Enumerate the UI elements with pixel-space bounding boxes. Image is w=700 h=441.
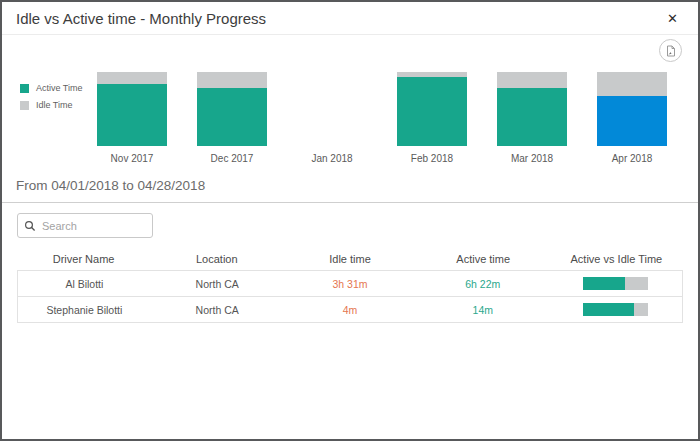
- page-title: Idle vs Active time - Monthly Progress: [16, 10, 266, 27]
- table-row[interactable]: Stephanie Bilotti North CA 4m 14m: [17, 296, 683, 323]
- search-box[interactable]: [17, 213, 153, 238]
- column-header-location: Location: [150, 253, 283, 265]
- chart-column-mar-2018[interactable]: Mar 2018: [482, 72, 582, 164]
- idle-time-cell: 4m: [284, 304, 417, 316]
- search-input[interactable]: [42, 220, 146, 232]
- active-progress-fill: [583, 303, 634, 316]
- legend-item-active: Active Time: [20, 83, 83, 93]
- active-vs-idle-progress-bar: [583, 303, 648, 316]
- idle-vs-active-modal: Idle vs Active time - Monthly Progress ✕…: [0, 0, 700, 441]
- legend-label: Idle Time: [36, 100, 73, 110]
- search-icon: [24, 220, 36, 232]
- date-range-label: From 04/01/2018 to 04/28/2018: [2, 169, 698, 203]
- axis-tick-label: Jan 2018: [282, 153, 382, 164]
- modal-header: Idle vs Active time - Monthly Progress ✕: [2, 2, 698, 35]
- axis-tick-label: Apr 2018: [582, 153, 682, 164]
- column-header-active-vs-idle: Active vs Idle Time: [550, 253, 683, 265]
- active-time-cell: 6h 22m: [416, 278, 549, 290]
- table-row[interactable]: Al Bilotti North CA 3h 31m 6h 22m: [17, 270, 683, 297]
- stacked-bar: [397, 72, 467, 146]
- column-header-active-time: Active time: [417, 253, 550, 265]
- active-segment: [397, 77, 467, 146]
- driver-name-cell: Stephanie Bilotti: [18, 304, 151, 316]
- stacked-bar-empty: [297, 72, 367, 146]
- chart-column-nov-2017[interactable]: Nov 2017: [82, 72, 182, 164]
- legend-label: Active Time: [36, 83, 83, 93]
- active-segment: [197, 88, 267, 146]
- location-cell: North CA: [151, 304, 284, 316]
- column-header-driver-name: Driver Name: [17, 253, 150, 265]
- axis-tick-label: Feb 2018: [382, 153, 482, 164]
- active-vs-idle-cell: [549, 303, 682, 316]
- axis-tick-label: Nov 2017: [82, 153, 182, 164]
- drivers-table: Driver Name Location Idle time Active ti…: [17, 247, 683, 323]
- legend-item-idle: Idle Time: [20, 100, 83, 110]
- idle-time-cell: 3h 31m: [284, 278, 417, 290]
- monthly-progress-chart: Active Time Idle Time Nov 2017 Dec 2017: [2, 35, 698, 169]
- axis-tick-label: Mar 2018: [482, 153, 582, 164]
- stacked-bar: [497, 72, 567, 146]
- driver-name-cell: Al Bilotti: [18, 278, 151, 290]
- idle-segment: [197, 72, 267, 88]
- active-segment-selected: [597, 96, 667, 146]
- chart-column-apr-2018-selected[interactable]: Apr 2018: [582, 72, 682, 164]
- active-time-cell: 14m: [416, 304, 549, 316]
- active-segment: [97, 84, 167, 146]
- table-header-row: Driver Name Location Idle time Active ti…: [17, 247, 683, 271]
- column-header-idle-time: Idle time: [283, 253, 416, 265]
- stacked-bar: [197, 72, 267, 146]
- idle-segment: [497, 72, 567, 88]
- stacked-bar: [97, 72, 167, 146]
- axis-tick-label: Dec 2017: [182, 153, 282, 164]
- location-cell: North CA: [151, 278, 284, 290]
- active-segment: [497, 88, 567, 146]
- chart-column-feb-2018[interactable]: Feb 2018: [382, 72, 482, 164]
- active-vs-idle-cell: [549, 277, 682, 290]
- search-row: [2, 203, 698, 238]
- active-vs-idle-progress-bar: [583, 277, 648, 290]
- idle-time-swatch-icon: [20, 101, 29, 110]
- stacked-bar: [597, 72, 667, 146]
- active-time-swatch-icon: [20, 84, 29, 93]
- idle-segment: [597, 72, 667, 96]
- chart-column-jan-2018[interactable]: Jan 2018: [282, 72, 382, 164]
- close-icon[interactable]: ✕: [663, 8, 682, 29]
- chart-column-dec-2017[interactable]: Dec 2017: [182, 72, 282, 164]
- active-progress-fill: [583, 277, 625, 290]
- idle-segment: [97, 72, 167, 84]
- chart-legend: Active Time Idle Time: [20, 83, 83, 117]
